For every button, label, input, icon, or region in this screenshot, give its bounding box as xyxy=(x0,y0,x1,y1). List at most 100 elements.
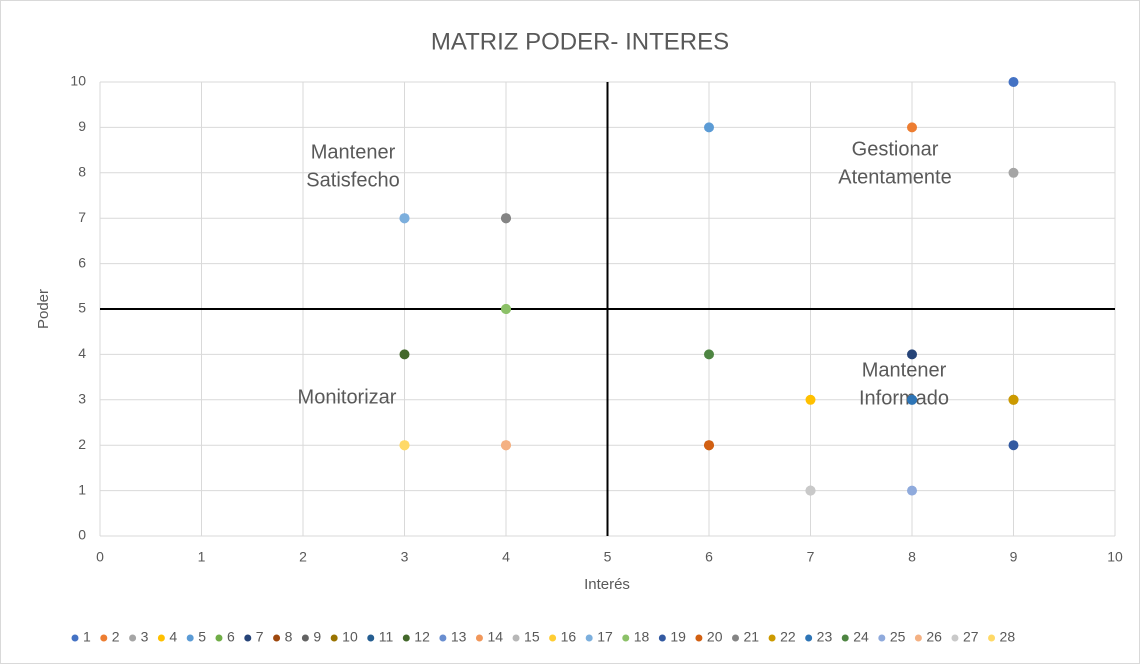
point xyxy=(704,122,714,133)
x-tick-label: 1 xyxy=(198,549,206,565)
legend-marker xyxy=(301,634,309,642)
legend-label: 25 xyxy=(890,629,906,645)
legend-label: 8 xyxy=(285,629,293,645)
y-tick-label: 8 xyxy=(78,164,86,180)
annotation: Mantener xyxy=(862,359,947,381)
legend-marker xyxy=(367,634,375,642)
y-tick-label: 3 xyxy=(78,391,86,407)
legend-label: 19 xyxy=(670,629,686,645)
legend-label: 4 xyxy=(169,629,177,645)
legend-marker xyxy=(186,634,194,642)
legend-marker xyxy=(215,634,223,642)
point xyxy=(907,394,917,405)
legend-marker xyxy=(841,634,849,642)
legend-marker xyxy=(475,634,483,642)
point xyxy=(907,485,917,496)
point xyxy=(1008,77,1019,87)
legend-marker xyxy=(732,634,739,642)
point xyxy=(704,440,714,451)
legend-label: 27 xyxy=(963,629,979,645)
legend-label: 5 xyxy=(198,629,206,645)
legend-marker xyxy=(622,634,630,642)
y-axis-label: Poder xyxy=(35,289,52,329)
point xyxy=(399,213,410,224)
y-tick-label: 9 xyxy=(78,118,86,134)
annotation: Gestionar xyxy=(852,138,939,160)
legend-label: 2 xyxy=(112,629,120,645)
x-tick-label: 0 xyxy=(96,549,104,565)
legend-label: 9 xyxy=(313,629,321,645)
annotation: Satisfecho xyxy=(306,169,399,191)
legend-marker xyxy=(273,634,281,642)
legend-label: 11 xyxy=(379,629,394,645)
legend-label: 14 xyxy=(487,629,503,645)
legend-marker xyxy=(330,634,338,642)
chart-title: MATRIZ PODER- INTERES xyxy=(431,28,729,55)
legend-label: 13 xyxy=(451,629,467,645)
legend-marker xyxy=(439,634,447,642)
legend-marker xyxy=(157,634,165,642)
legend-label: 7 xyxy=(256,629,264,645)
x-tick-label: 6 xyxy=(705,549,713,565)
x-tick-label: 5 xyxy=(604,549,612,565)
point xyxy=(399,349,410,360)
legend-label: 6 xyxy=(227,629,235,645)
point xyxy=(501,304,511,314)
point xyxy=(907,122,917,133)
x-tick-label: 3 xyxy=(401,549,409,565)
y-tick-label: 10 xyxy=(70,73,86,89)
point xyxy=(399,440,410,451)
y-tick-label: 4 xyxy=(78,345,86,361)
point xyxy=(501,440,511,451)
x-tick-label: 9 xyxy=(1010,549,1018,565)
annotation: Monitorizar xyxy=(298,386,397,408)
legend-marker xyxy=(878,634,886,642)
annotation: Mantener xyxy=(311,141,396,163)
legend-label: 18 xyxy=(634,629,650,645)
y-tick-label: 0 xyxy=(78,527,86,543)
point xyxy=(1008,440,1019,451)
legend-marker xyxy=(71,634,79,642)
point xyxy=(805,394,816,405)
x-tick-label: 10 xyxy=(1107,549,1123,565)
legend-marker xyxy=(768,634,776,642)
point xyxy=(1008,167,1019,178)
x-tick-label: 4 xyxy=(502,549,510,565)
legend-label: 1 xyxy=(83,629,91,645)
legend-marker xyxy=(512,634,520,642)
legend-label: 12 xyxy=(414,629,430,645)
annotation: Atentamente xyxy=(838,166,951,188)
legend-marker xyxy=(244,634,252,642)
annotation: Informado xyxy=(859,387,949,409)
point xyxy=(704,349,714,360)
y-tick-label: 7 xyxy=(78,209,86,225)
legend-label: 20 xyxy=(707,629,723,645)
x-tick-label: 7 xyxy=(807,549,815,565)
legend-marker xyxy=(402,634,410,642)
point xyxy=(907,349,917,360)
x-tick-label: 2 xyxy=(299,549,307,565)
point xyxy=(1008,394,1019,405)
legend-label: 17 xyxy=(597,629,613,645)
legend-label: 23 xyxy=(817,629,833,645)
legend-marker xyxy=(100,634,108,642)
x-tick-label: 8 xyxy=(908,549,916,565)
legend-marker xyxy=(988,634,996,642)
legend-label: 21 xyxy=(744,629,760,645)
legend-marker xyxy=(695,634,703,642)
legend-marker xyxy=(585,634,593,642)
legend-marker xyxy=(549,634,557,642)
y-tick-label: 2 xyxy=(78,436,86,452)
legend-label: 15 xyxy=(524,629,540,645)
legend-label: 24 xyxy=(853,629,869,645)
legend-marker xyxy=(805,634,813,642)
legend-marker xyxy=(914,634,922,642)
legend-label: 28 xyxy=(1000,629,1016,645)
legend-label: 16 xyxy=(561,629,577,645)
y-tick-label: 6 xyxy=(78,254,86,270)
legend-label: 3 xyxy=(141,629,149,645)
legend-label: 22 xyxy=(780,629,796,645)
legend-label: 10 xyxy=(342,629,358,645)
legend-label: 26 xyxy=(926,629,942,645)
